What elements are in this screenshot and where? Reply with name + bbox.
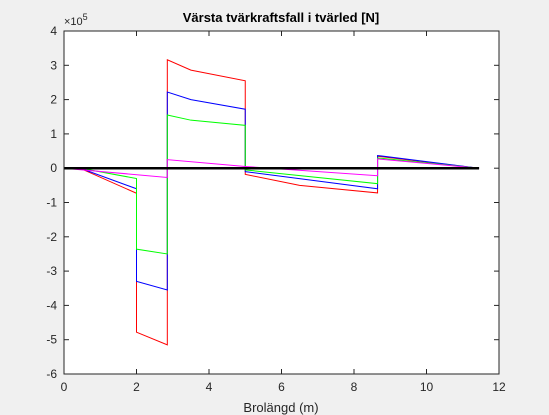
- plot-area: [64, 31, 499, 374]
- x-tick-label: 12: [492, 380, 506, 394]
- x-axis-label: Brolängd (m): [243, 400, 318, 415]
- x-tick-label: 2: [133, 380, 140, 394]
- y-tick-label: -3: [46, 264, 57, 278]
- y-multiplier-exponent: 5: [83, 12, 88, 22]
- series-line: [63, 114, 480, 255]
- x-tick-label: 0: [61, 380, 68, 394]
- y-tick-label: 1: [50, 127, 57, 141]
- x-tick-label: 10: [420, 380, 434, 394]
- y-tick-label: -6: [46, 367, 57, 381]
- x-tick-label: 8: [351, 380, 358, 394]
- x-tick-label: 6: [278, 380, 285, 394]
- x-tick-label: 4: [206, 380, 213, 394]
- y-tick-label: -4: [46, 298, 57, 312]
- y-tick-label: 2: [50, 93, 57, 107]
- y-tick-label: -1: [46, 196, 57, 210]
- series-line: [63, 158, 480, 179]
- chart-title: Värsta tvärkraftsfall i tvärled [N]: [183, 10, 380, 25]
- y-multiplier-base: ×10: [64, 16, 83, 28]
- axes-box: [63, 30, 500, 375]
- y-tick-label: -2: [46, 230, 57, 244]
- y-multiplier: ×105: [64, 12, 88, 28]
- y-tick-label: 4: [50, 24, 57, 38]
- y-tick-label: 0: [50, 161, 57, 175]
- y-tick-label: 3: [50, 58, 57, 72]
- y-tick-label: -5: [46, 333, 57, 347]
